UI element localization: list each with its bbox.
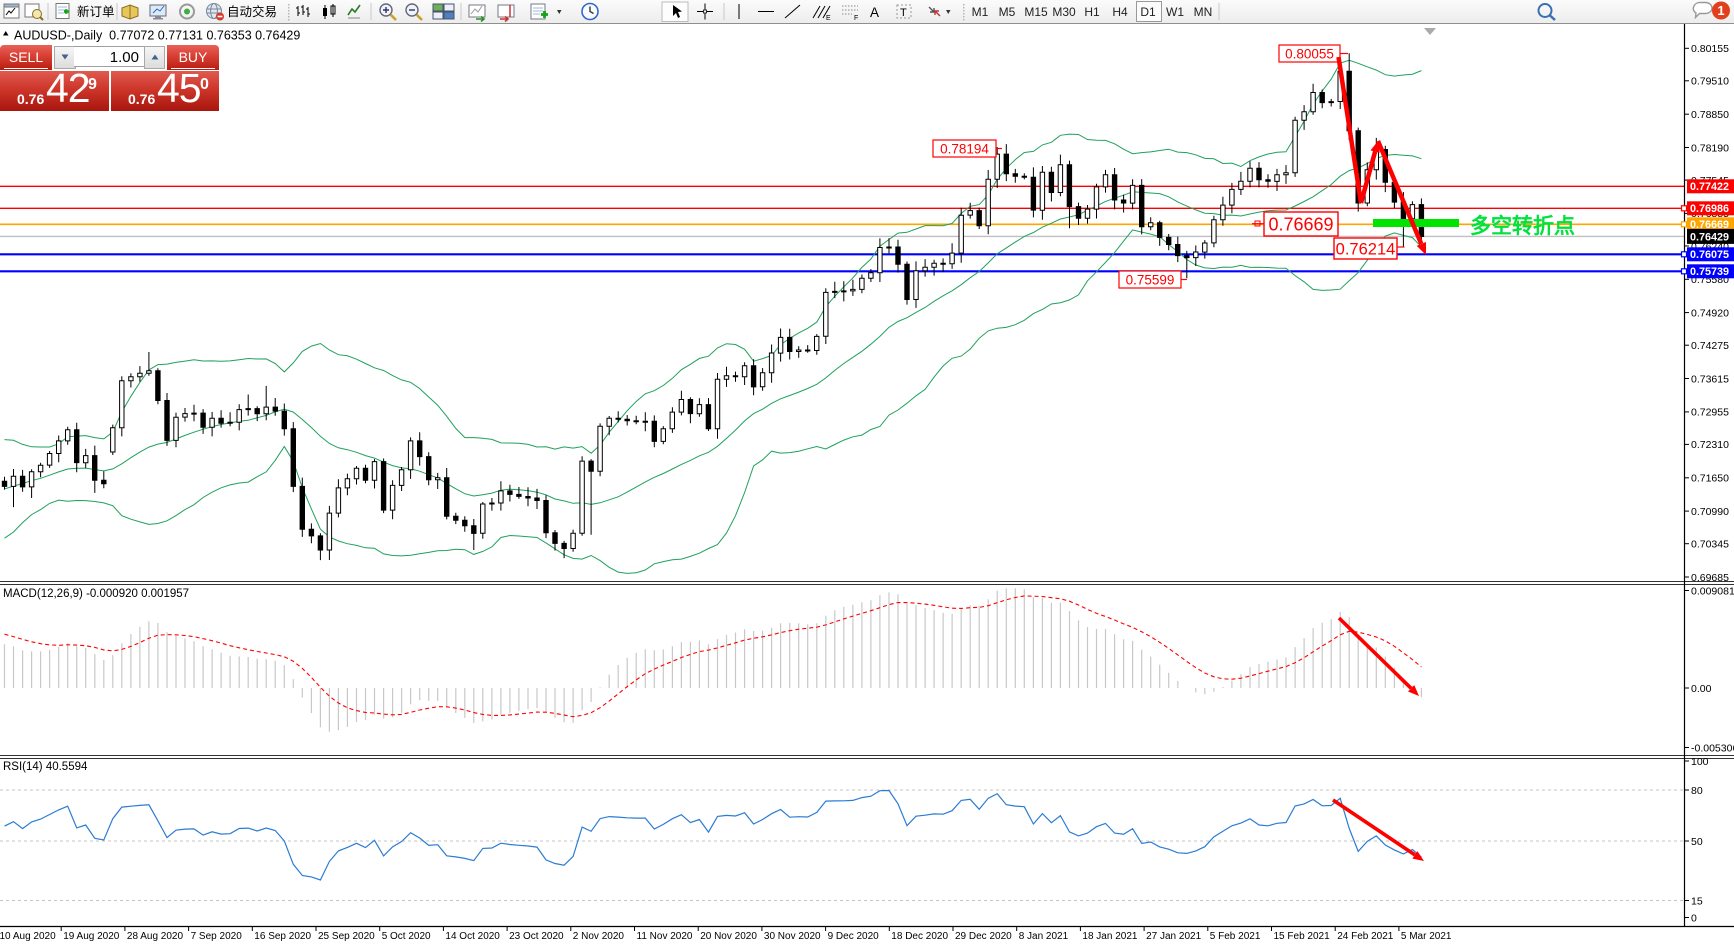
svg-text:0.00: 0.00 <box>1691 683 1712 695</box>
svg-text:5 Mar 2021: 5 Mar 2021 <box>1401 931 1452 941</box>
svg-text:20 Nov 2020: 20 Nov 2020 <box>700 931 757 941</box>
svg-text:0.78194: 0.78194 <box>940 141 989 156</box>
svg-text:28 Aug 2020: 28 Aug 2020 <box>127 931 184 941</box>
svg-text:0.76669: 0.76669 <box>1690 219 1729 231</box>
svg-text:AUDUSD-,Daily 0.77072 0.77131: AUDUSD-,Daily 0.77072 0.77131 0.76353 0.… <box>14 29 300 43</box>
svg-text:A: A <box>870 5 879 20</box>
svg-text:M15: M15 <box>1024 5 1048 19</box>
svg-text:M5: M5 <box>999 5 1016 19</box>
svg-text:0.72955: 0.72955 <box>1691 407 1729 419</box>
svg-text:1: 1 <box>1717 3 1724 18</box>
svg-text:D1: D1 <box>1140 5 1156 19</box>
svg-text:E: E <box>826 15 831 22</box>
svg-text:0.76214: 0.76214 <box>1336 240 1396 258</box>
svg-text:30 Nov 2020: 30 Nov 2020 <box>764 931 821 941</box>
svg-text:80: 80 <box>1691 785 1703 797</box>
svg-text:0.76986: 0.76986 <box>1690 203 1729 215</box>
svg-text:RSI(14) 40.5594: RSI(14) 40.5594 <box>3 761 88 773</box>
svg-text:自动交易: 自动交易 <box>227 4 277 19</box>
svg-text:0.80155: 0.80155 <box>1691 43 1729 55</box>
svg-text:0.73615: 0.73615 <box>1691 373 1729 385</box>
svg-text:23 Oct 2020: 23 Oct 2020 <box>509 931 564 941</box>
svg-text:0.74275: 0.74275 <box>1691 340 1729 352</box>
svg-text:0.009081: 0.009081 <box>1691 585 1734 597</box>
svg-text:0.79510: 0.79510 <box>1691 76 1729 88</box>
svg-text:新订单: 新订单 <box>77 4 115 19</box>
svg-text:15 Feb 2021: 15 Feb 2021 <box>1274 931 1331 941</box>
svg-text:M1: M1 <box>972 5 989 19</box>
svg-text:T: T <box>900 7 907 19</box>
svg-text:-0.005306: -0.005306 <box>1691 742 1734 754</box>
svg-text:0.76429: 0.76429 <box>1690 231 1729 243</box>
svg-text:0: 0 <box>1691 912 1697 924</box>
svg-text:多空转折点: 多空转折点 <box>1470 214 1575 238</box>
svg-text:0.72310: 0.72310 <box>1691 439 1729 451</box>
svg-text:0.76669: 0.76669 <box>1268 214 1333 234</box>
svg-text:0.71650: 0.71650 <box>1691 473 1729 485</box>
svg-text:18 Jan 2021: 18 Jan 2021 <box>1082 931 1137 941</box>
svg-text:0.78850: 0.78850 <box>1691 109 1729 121</box>
svg-text:8 Jan 2021: 8 Jan 2021 <box>1019 931 1069 941</box>
svg-text:0.70990: 0.70990 <box>1691 506 1729 518</box>
svg-text:14 Oct 2020: 14 Oct 2020 <box>445 931 500 941</box>
svg-text:F: F <box>854 15 858 22</box>
svg-text:0.75739: 0.75739 <box>1690 266 1729 278</box>
svg-text:11 Nov 2020: 11 Nov 2020 <box>637 931 693 941</box>
svg-text:MACD(12,26,9) -0.000920 0.0019: MACD(12,26,9) -0.000920 0.001957 <box>3 588 189 600</box>
svg-text:0.76075: 0.76075 <box>1690 249 1729 261</box>
svg-text:H4: H4 <box>1112 5 1128 19</box>
svg-text:25 Sep 2020: 25 Sep 2020 <box>318 931 375 941</box>
svg-text:2 Nov 2020: 2 Nov 2020 <box>573 931 625 941</box>
svg-text:0.78190: 0.78190 <box>1691 142 1729 154</box>
svg-text:W1: W1 <box>1166 5 1184 19</box>
svg-text:15: 15 <box>1691 895 1703 907</box>
svg-text:0.77422: 0.77422 <box>1690 181 1729 193</box>
svg-text:18 Dec 2020: 18 Dec 2020 <box>891 931 948 941</box>
svg-text:27 Jan 2021: 27 Jan 2021 <box>1146 931 1201 941</box>
svg-text:9 Dec 2020: 9 Dec 2020 <box>828 931 880 941</box>
svg-text:19 Aug 2020: 19 Aug 2020 <box>63 931 120 941</box>
svg-text:7 Sep 2020: 7 Sep 2020 <box>191 931 243 941</box>
svg-text:M30: M30 <box>1052 5 1076 19</box>
svg-text:16 Sep 2020: 16 Sep 2020 <box>254 931 311 941</box>
svg-text:0.80055: 0.80055 <box>1285 46 1334 61</box>
svg-text:10 Aug 2020: 10 Aug 2020 <box>0 931 56 941</box>
svg-text:0.69685: 0.69685 <box>1691 572 1729 584</box>
svg-text:H1: H1 <box>1084 5 1100 19</box>
svg-text:0.75599: 0.75599 <box>1126 272 1175 287</box>
svg-text:24 Feb 2021: 24 Feb 2021 <box>1337 931 1394 941</box>
svg-text:29 Dec 2020: 29 Dec 2020 <box>955 931 1012 941</box>
svg-text:5 Feb 2021: 5 Feb 2021 <box>1210 931 1261 941</box>
svg-text:0.74920: 0.74920 <box>1691 307 1729 319</box>
svg-text:MN: MN <box>1194 5 1213 19</box>
svg-text:0.70345: 0.70345 <box>1691 539 1729 551</box>
svg-text:5 Oct 2020: 5 Oct 2020 <box>382 931 431 941</box>
svg-text:50: 50 <box>1691 836 1703 848</box>
svg-text:100: 100 <box>1691 756 1709 768</box>
